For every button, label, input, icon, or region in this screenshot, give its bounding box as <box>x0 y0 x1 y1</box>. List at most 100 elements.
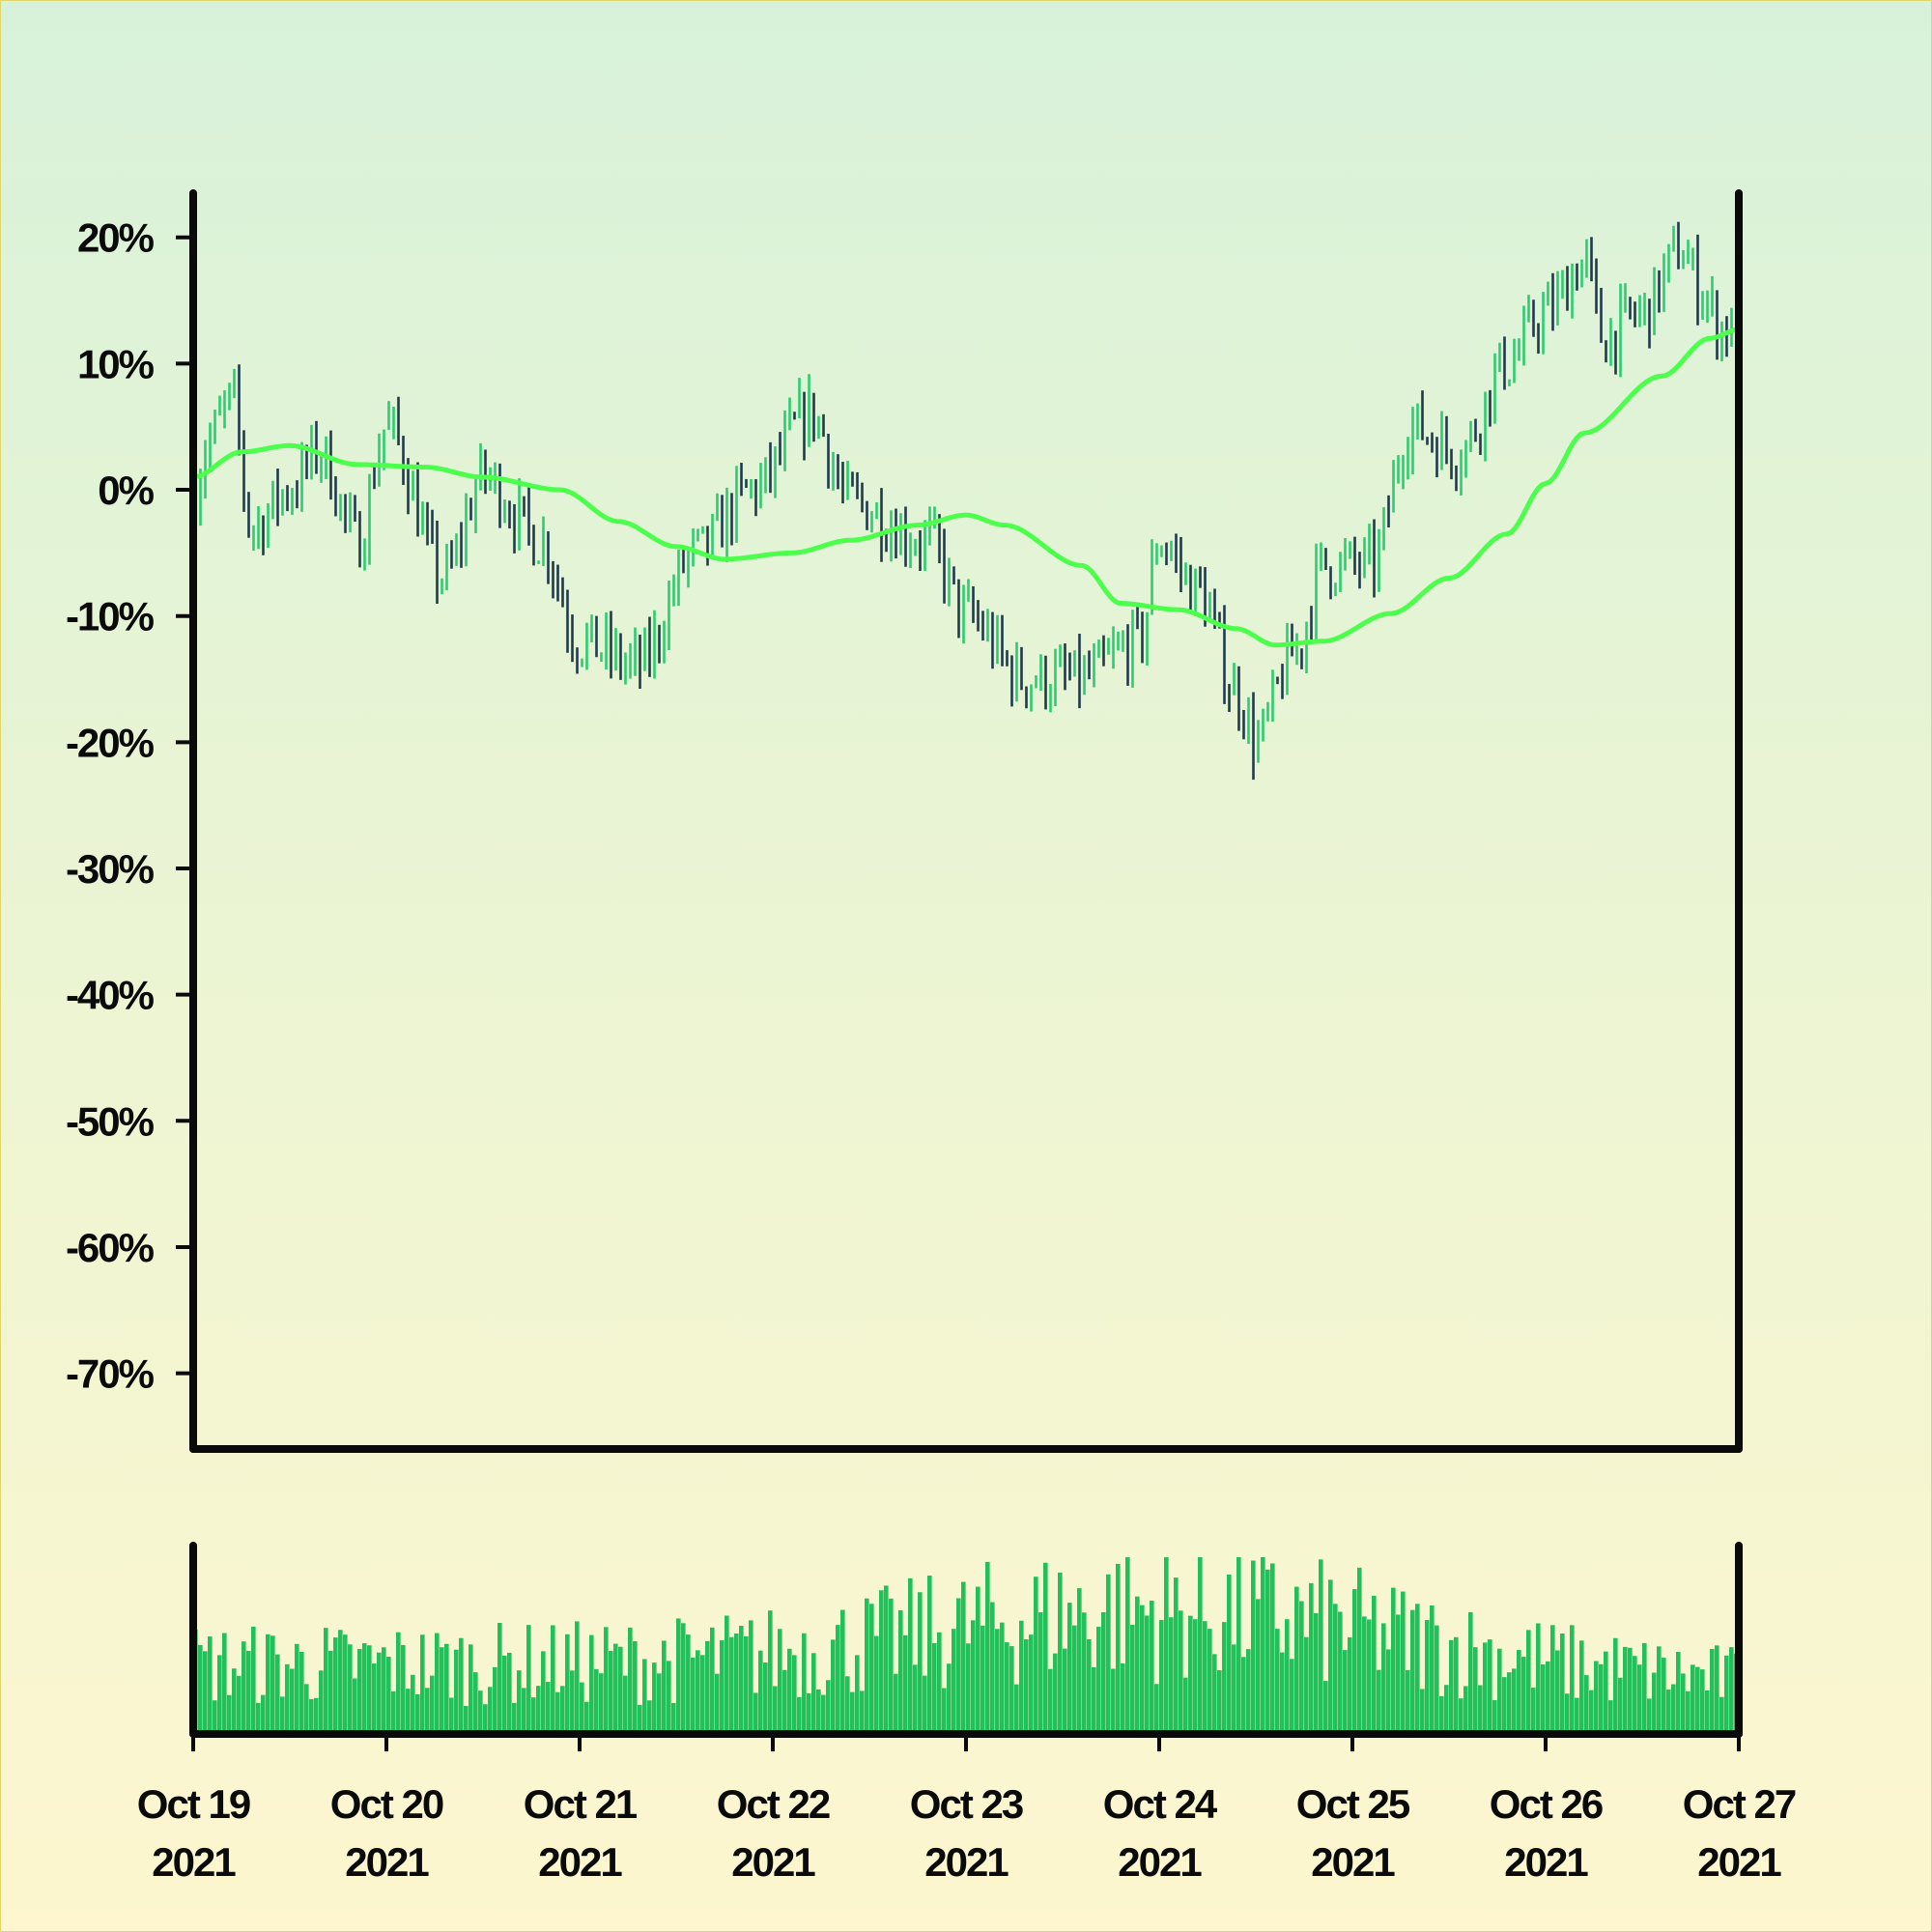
volume-bar <box>797 1696 802 1734</box>
volume-bar <box>1029 1634 1034 1734</box>
volume-bar <box>734 1634 739 1734</box>
volume-bar <box>1236 1557 1241 1734</box>
volume-bar <box>1092 1666 1096 1734</box>
y-tick-label: -70% <box>66 1351 155 1397</box>
volume-bar <box>497 1623 502 1734</box>
x-tick-label: Oct 27 <box>1683 1781 1796 1827</box>
volume-bar <box>1454 1636 1459 1734</box>
volume-bar <box>1096 1627 1101 1734</box>
volume-bar <box>1666 1690 1671 1734</box>
volume-bar <box>1642 1642 1647 1734</box>
volume-bar <box>1212 1654 1217 1734</box>
volume-bar <box>923 1675 927 1734</box>
volume-bar <box>1483 1642 1488 1734</box>
volume-bar <box>1116 1563 1121 1734</box>
volume-bar <box>1299 1601 1304 1734</box>
volume-bar <box>1463 1686 1468 1734</box>
volume-bar <box>440 1647 444 1734</box>
volume-bar <box>782 1669 787 1734</box>
volume-bar <box>884 1585 889 1734</box>
volume-bar <box>1473 1647 1478 1734</box>
volume-bar <box>1488 1639 1492 1734</box>
y-axis-ticks: 20% 10% 0% -10% -20% -30% -40% -50% -60% -70% <box>66 215 193 1397</box>
volume-bar <box>879 1590 884 1734</box>
volume-bar <box>1232 1644 1236 1734</box>
volume-bar <box>638 1704 642 1734</box>
x-tick-year-label: 2021 <box>1311 1839 1395 1885</box>
volume-bar <box>671 1703 676 1734</box>
volume-bar <box>266 1634 270 1734</box>
volume-bar <box>971 1620 976 1734</box>
volume-bar <box>956 1598 961 1734</box>
y-tick-label: -10% <box>66 594 155 639</box>
volume-bar <box>831 1639 836 1734</box>
volume-bar <box>942 1688 947 1734</box>
x-tick-year-label: 2021 <box>731 1839 815 1885</box>
x-tick-year-label: 2021 <box>538 1839 622 1885</box>
volume-bar <box>1599 1663 1604 1734</box>
volume-bar <box>667 1661 671 1734</box>
volume-bar <box>1681 1673 1686 1734</box>
y-tick-label: -20% <box>66 720 155 765</box>
volume-bar <box>1608 1700 1613 1734</box>
x-tick-year-label: 2021 <box>152 1839 236 1885</box>
volume-bar <box>1705 1690 1710 1734</box>
volume-bar <box>1444 1685 1449 1734</box>
volume-bar <box>594 1668 599 1734</box>
price-bars <box>194 221 1738 781</box>
volume-bar <box>261 1694 266 1734</box>
volume-bar <box>995 1629 1000 1734</box>
x-tick-year-label: 2021 <box>1697 1839 1781 1885</box>
volume-bar <box>1072 1625 1077 1734</box>
volume-bar <box>1420 1689 1425 1734</box>
volume-bar <box>961 1581 966 1734</box>
volume-bar <box>411 1674 415 1734</box>
volume-bar <box>1256 1599 1261 1734</box>
volume-bar <box>932 1642 937 1734</box>
volume-bar <box>478 1690 483 1734</box>
volume-bar <box>1106 1574 1111 1734</box>
volume-bar <box>966 1643 971 1734</box>
volume-bar <box>676 1618 681 1734</box>
volume-bar <box>1657 1646 1662 1734</box>
volume-bar <box>280 1696 285 1734</box>
volume-bar <box>285 1663 290 1734</box>
volume-bar <box>990 1602 995 1734</box>
y-tick-label: -60% <box>66 1225 155 1270</box>
volume-bar <box>367 1645 372 1734</box>
volume-bar <box>1435 1625 1439 1734</box>
volume-bar <box>1676 1652 1681 1734</box>
volume-bar <box>1531 1688 1536 1734</box>
volume-bar <box>531 1697 536 1734</box>
volume-bar <box>947 1663 952 1734</box>
volume-bar <box>1410 1609 1415 1734</box>
volume-bar <box>1053 1653 1058 1734</box>
x-tick-year-label: 2021 <box>345 1839 429 1885</box>
volume-bar <box>1430 1605 1435 1734</box>
volume-bar <box>382 1647 386 1734</box>
x-tick-label: Oct 21 <box>524 1781 638 1827</box>
volume-bar <box>1338 1611 1343 1734</box>
volume-bar <box>589 1634 594 1734</box>
volume-bar <box>1145 1615 1150 1734</box>
volume-bar <box>1695 1666 1700 1734</box>
volume-bar <box>618 1646 623 1734</box>
volume-bar <box>1183 1677 1188 1734</box>
volume-bar <box>357 1649 362 1734</box>
volume-bar <box>1193 1619 1198 1734</box>
volume-bar <box>1159 1619 1164 1734</box>
volume-bar <box>1406 1669 1410 1734</box>
volume-bar <box>555 1691 560 1734</box>
volume-bar <box>324 1628 328 1734</box>
x-tick-label: Oct 20 <box>330 1781 443 1827</box>
volume-bar <box>1526 1630 1531 1734</box>
volume-bar <box>406 1689 411 1734</box>
volume-bar <box>753 1692 758 1734</box>
volume-bar <box>1203 1621 1208 1734</box>
volume-bar <box>1019 1620 1024 1734</box>
volume-bar <box>526 1625 531 1734</box>
volume-bar <box>584 1701 589 1734</box>
volume-bar <box>840 1609 845 1734</box>
volume-bar <box>1652 1672 1657 1734</box>
volume-bar <box>918 1592 923 1734</box>
